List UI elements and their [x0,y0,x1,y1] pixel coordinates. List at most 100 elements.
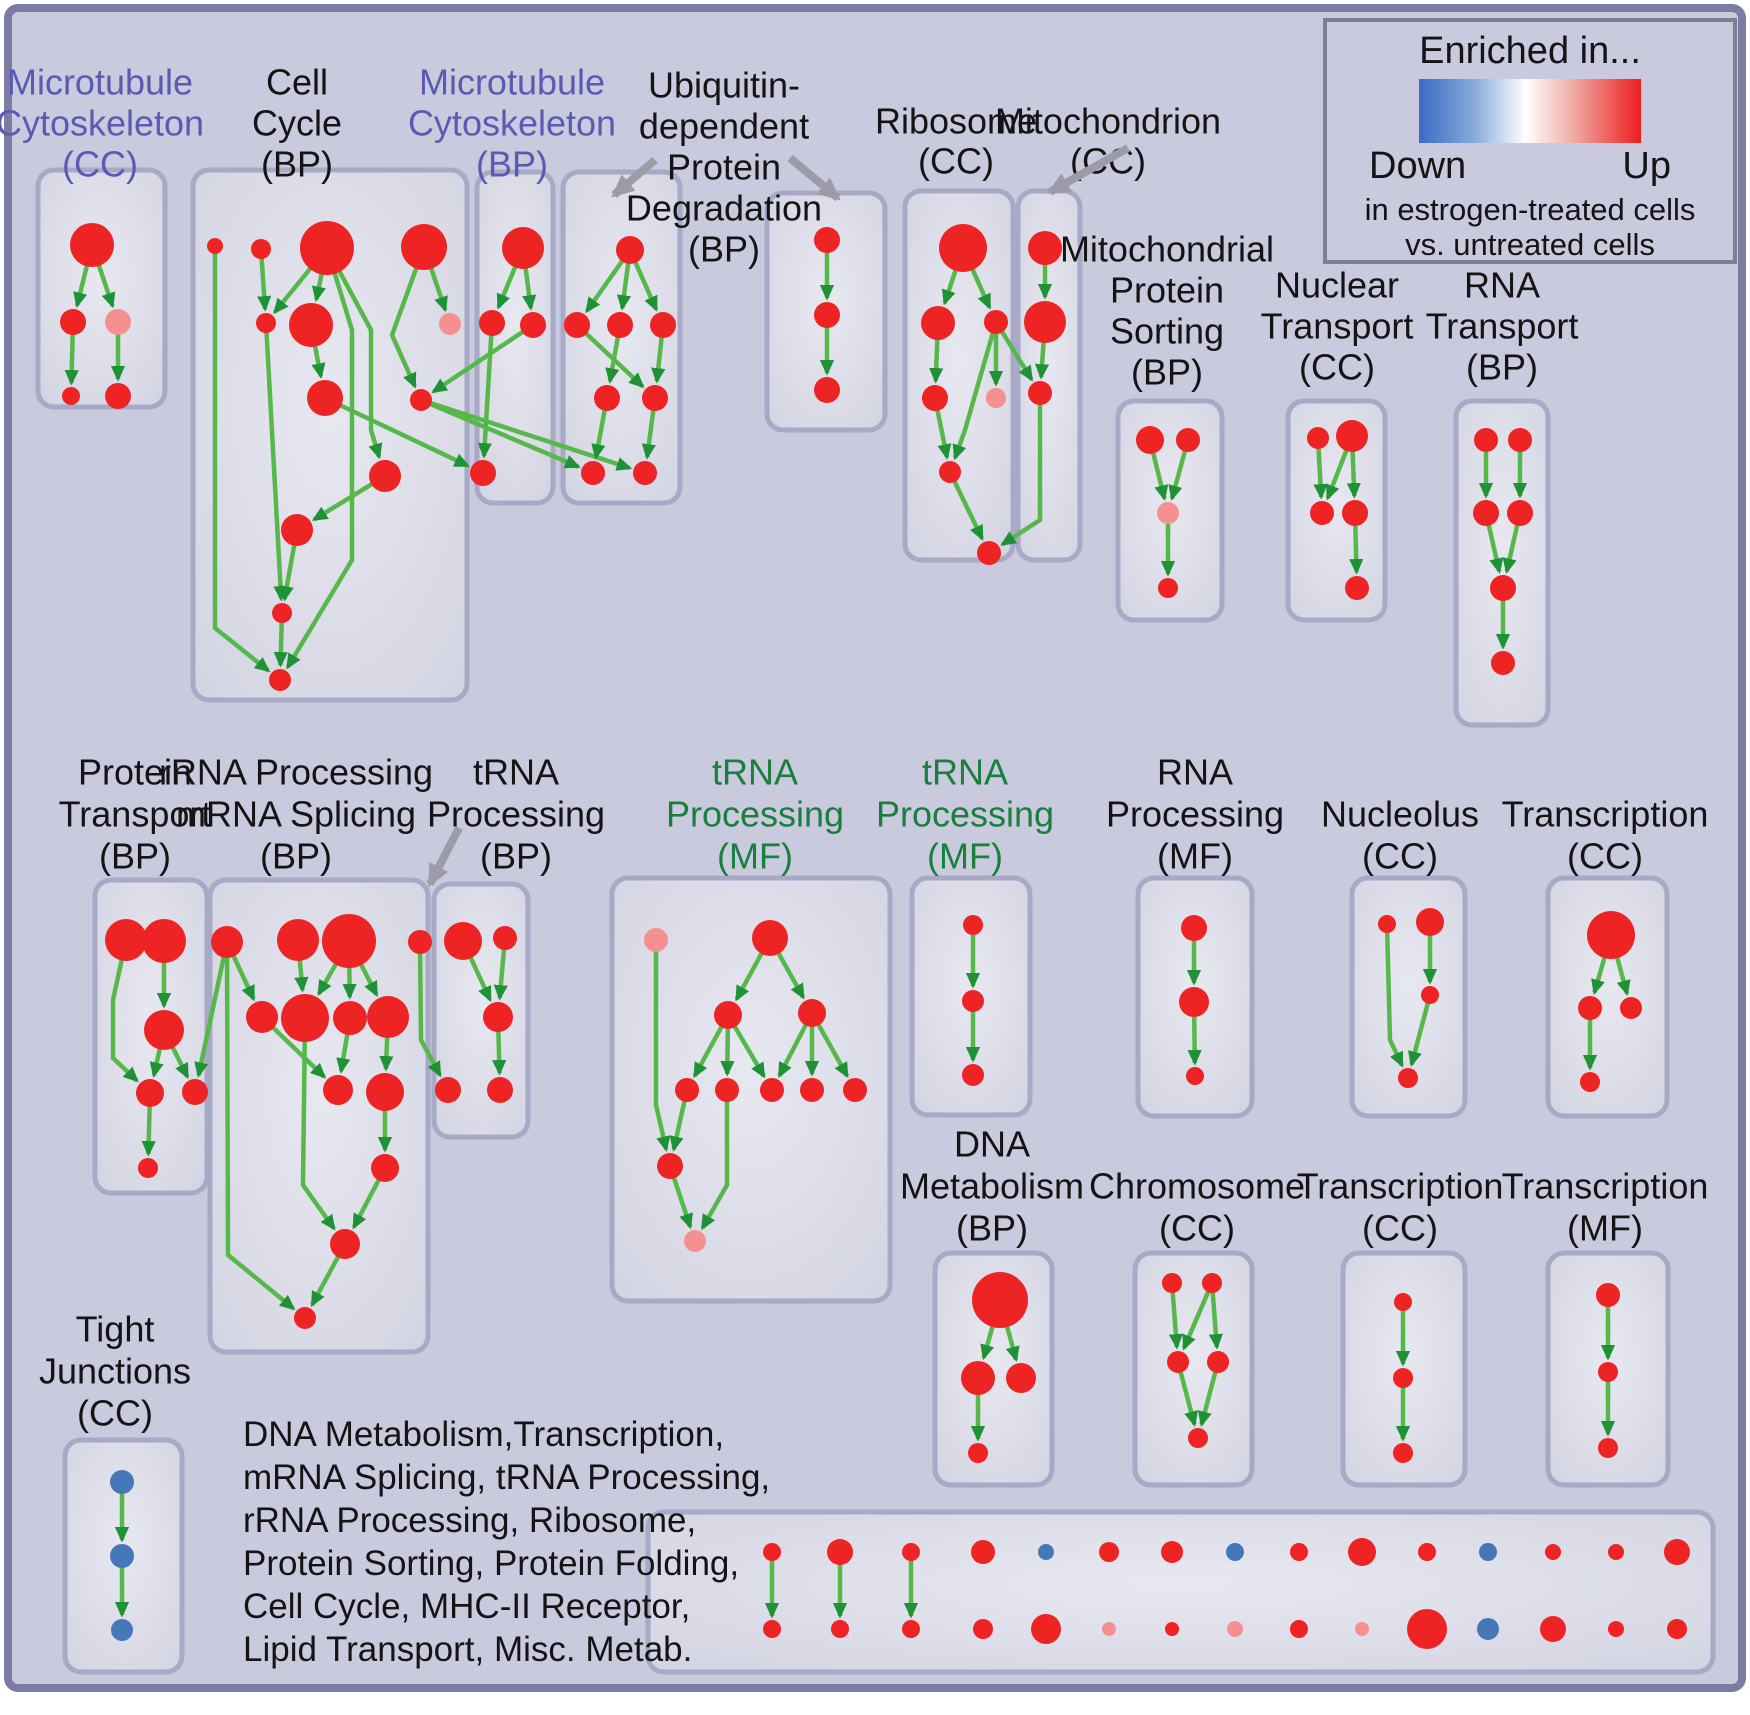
cluster-summary-text: DNA Metabolism,Transcription, mRNA Splic… [243,1413,770,1671]
gene-node [1418,1543,1436,1561]
gene-node [1620,997,1642,1019]
edge-arrow [257,248,272,312]
gene-node [520,312,546,338]
gene-node [1186,1067,1204,1085]
gene-node [1307,427,1329,449]
gene-node [1491,651,1515,675]
gene-node [1664,1539,1690,1565]
cluster-label-nuclear-transport: Transport [1261,306,1414,347]
cluster-label-cell-cycle: Cell [266,62,328,103]
gene-node [410,389,432,411]
cluster-label-rrna-mrna: (BP) [260,836,332,877]
cluster-label-protein-transport: Protein [78,752,192,793]
cluster-label-mt-bp: Cytoskeleton [408,103,616,144]
nodes-layer [60,221,1690,1649]
cluster-label-transcription-cc-mid: Transcription [1502,794,1709,835]
gene-node [800,1078,824,1102]
edge-arrow [325,246,383,460]
cluster-label-nuclear-transport: (CC) [1299,347,1375,388]
gene-node [1031,1614,1061,1644]
cluster-label-transcription-cc-mid: (CC) [1567,836,1643,877]
gene-node [831,1620,849,1638]
gene-node [330,1229,360,1259]
edge-arrow [952,321,999,461]
gene-node [1540,1616,1566,1642]
gene-node [144,1010,184,1050]
cluster-label-rna-proc-mf: Processing [1106,794,1284,835]
gene-node [972,1272,1028,1328]
gene-node [1348,1538,1376,1566]
gene-node [366,1073,404,1111]
gene-node [435,1077,461,1103]
gene-node [408,930,432,954]
edge-arrow [110,939,139,1083]
gene-node [1188,1428,1208,1448]
cluster-label-transcription-cc-bot: Transcription [1297,1166,1504,1207]
gene-node [251,239,271,259]
edge-arrow [194,941,230,1078]
cluster-label-mito-sort: Sorting [1110,311,1224,352]
gene-node [1157,502,1179,524]
gene-node [487,1077,513,1103]
gene-node [971,1540,995,1564]
gene-node [1507,500,1533,526]
pointer-arrow [1046,144,1130,196]
gene-node [483,1002,513,1032]
legend-gradient-bar [1419,79,1641,143]
cluster-label-rna-transport: Transport [1426,306,1579,347]
gene-node [110,1544,134,1568]
gene-node [1393,1368,1413,1388]
gene-node [1598,1438,1618,1458]
summary-line: Protein Sorting, Protein Folding, [243,1544,740,1583]
pointer-arrows-layer [426,144,1130,888]
gene-node [272,603,292,623]
cluster-label-nuclear-transport: Nuclear [1275,265,1399,306]
cluster-label-rna-transport: RNA [1464,265,1540,306]
gene-node [142,919,186,963]
gene-node [1227,1621,1243,1637]
gene-node [1477,1618,1499,1640]
gene-node [814,377,840,403]
gene-node [60,309,86,335]
gene-node [939,461,961,483]
cluster-label-ubiquitin: dependent [639,106,809,147]
gene-node [1290,1620,1308,1638]
edge-arrow [263,322,288,602]
gene-node [333,1001,367,1035]
cluster-label-tight-junctions: (CC) [77,1393,153,1434]
cluster-box-rrna [207,877,431,1355]
gene-node [401,224,447,270]
legend-subtitle-2: vs. untreated cells [1405,227,1655,262]
edge-arrow [224,941,296,1311]
gene-node [814,302,840,328]
cluster-label-rrna-mrna: rRNA Processing [159,752,433,793]
gene-node [984,310,1008,334]
gene-node [281,514,313,546]
gene-node [1608,1621,1624,1637]
cluster-label-rna-transport: (BP) [1466,347,1538,388]
gene-node [1578,996,1602,1020]
gene-node [207,238,223,254]
gene-node [70,223,114,267]
gene-node [1102,1622,1116,1636]
gene-node [594,385,620,411]
cluster-label-tight-junctions: Junctions [39,1351,191,1392]
cluster-label-mt-cc: Microtubule [7,62,193,103]
gene-node [1006,1363,1036,1393]
cluster-label-mitochondrion: Mitochondrion [995,101,1221,142]
cluster-box-rna_trans [1453,398,1551,728]
gene-node [1473,500,1499,526]
gene-node [1545,1544,1561,1560]
gene-node [1136,426,1164,454]
legend-subtitle-1: in estrogen-treated cells [1364,192,1696,227]
gene-node [715,1078,739,1102]
cluster-label-mito-sort: Protein [1110,270,1224,311]
gene-node [843,1078,867,1102]
cluster-label-ubiquitin: (BP) [688,229,760,270]
gene-node [105,309,131,335]
gene-node [633,461,657,485]
gene-node [1336,420,1368,452]
gene-node [1474,428,1498,452]
gene-node [256,313,276,333]
cluster-label-trna-mf-1: (MF) [717,836,793,877]
